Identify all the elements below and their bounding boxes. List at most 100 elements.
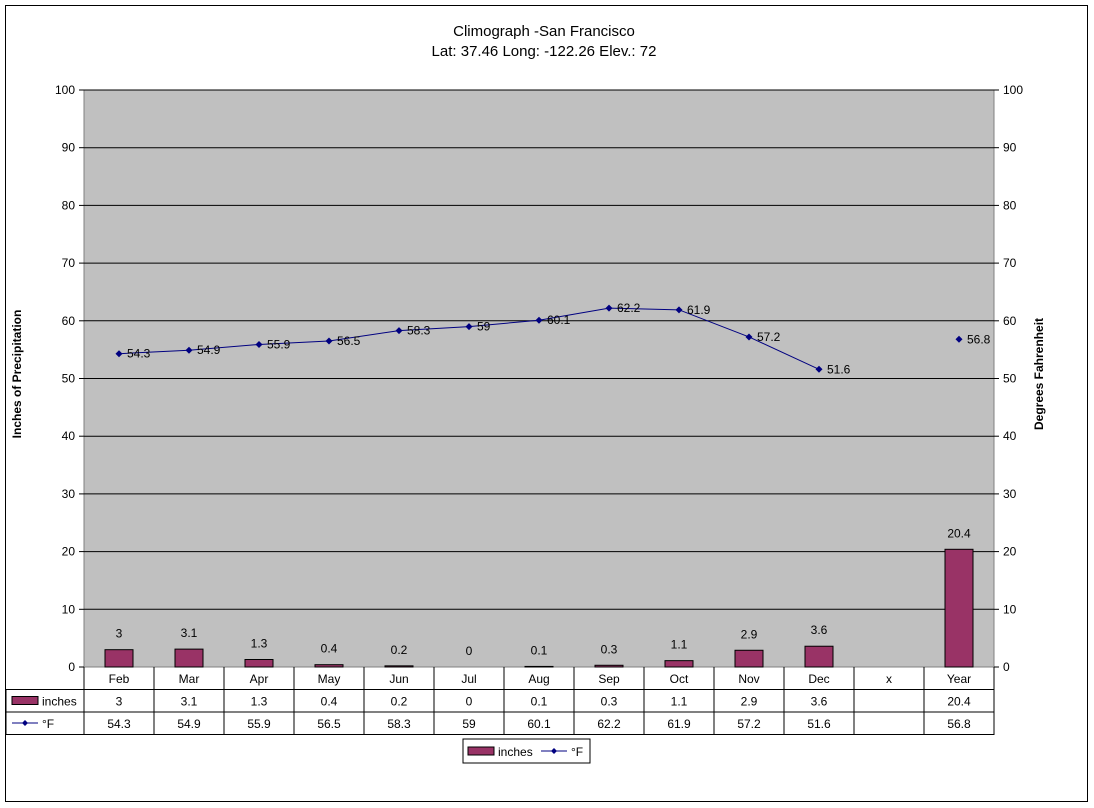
table-cell: 58.3 [387,717,411,731]
category-label: Oct [670,672,689,686]
left-tick-label: 100 [55,83,75,97]
temp-point [605,304,613,312]
precip-bar [524,665,554,668]
category-label: Nov [738,672,759,686]
right-tick-label: 80 [1003,198,1017,212]
category-label: Jun [389,672,408,686]
temp-point [535,316,543,324]
table-cell: 56.8 [947,717,971,731]
table-cell: 0.1 [531,695,548,709]
precip-bar-label: 0.2 [391,643,408,657]
category-label: Year [947,672,971,686]
right-tick-label: 50 [1003,372,1017,386]
precip-bar-label: 0.4 [321,642,338,656]
left-tick-label: 40 [62,429,76,443]
precip-bar-label: 3 [116,627,123,641]
right-axis-ticks: 0 10 20 30 40 50 60 70 80 90 100 [994,83,1023,674]
legend-temp-marker [551,748,557,754]
table-cell: 57.2 [737,717,761,731]
temp-point [815,365,823,373]
precip-bar-label: 0.1 [531,643,548,657]
legend-temp-label: °F [571,745,583,759]
precip-bar [174,648,204,668]
table-row-header: inches [42,695,77,709]
table-cell: 51.6 [807,717,831,731]
precip-bar [314,664,344,668]
precip-bar [944,548,974,668]
precip-bar [244,658,274,668]
precip-bar-label: 1.3 [251,636,268,650]
right-tick-label: 20 [1003,545,1017,559]
temp-point-label: 59 [477,320,491,334]
chart-title: Climograph -San Francisco [453,23,635,40]
table-cell: 54.3 [107,717,131,731]
category-label: Jul [461,672,476,686]
right-tick-label: 0 [1003,660,1010,674]
category-label: Dec [808,672,829,686]
temp-point-label: 55.9 [267,337,291,351]
right-tick-label: 10 [1003,602,1017,616]
left-tick-label: 60 [62,314,76,328]
category-label: May [318,672,341,686]
table-cell: 0 [466,695,473,709]
gridlines [84,89,994,610]
left-tick-label: 10 [62,602,76,616]
legend-inches-label: inches [498,745,533,759]
precip-bar [734,649,764,668]
precipitation-bar-labels: 3 3.1 1.3 0.4 0.2 0 0.1 0.3 1.1 2.9 3.6 20.4 [116,526,971,658]
precip-bar-label: 0 [466,644,473,658]
precip-bar-label: 20.4 [947,526,971,540]
left-tick-label: 30 [62,487,76,501]
table-cell: 56.5 [317,717,341,731]
left-tick-label: 50 [62,372,76,386]
precipitation-bars [104,548,974,668]
table-cell: 62.2 [597,717,621,731]
right-tick-label: 60 [1003,314,1017,328]
table-row-header: °F [42,717,54,731]
category-label: Mar [179,672,200,686]
chart-subtitle: Lat: 37.46 Long: -122.26 Elev.: 72 [432,43,657,60]
legend: inches °F [462,738,591,764]
temp-point [465,323,473,331]
right-tick-label: 30 [1003,487,1017,501]
right-tick-label: 90 [1003,141,1017,155]
table-cell: 54.9 [177,717,201,731]
temp-point [185,346,193,354]
temp-point [325,337,333,345]
temp-point-label: 56.5 [337,334,361,348]
legend-inches-swatch [467,746,495,756]
precip-bar-label: 3.6 [811,623,828,637]
category-label: Apr [250,672,269,686]
temp-point-label: 60.1 [547,313,571,327]
right-axis-label: Degrees Fahrenheit [1032,318,1046,430]
table-cell: 3 [116,695,123,709]
data-table: Feb Mar Apr May Jun Jul Aug Sep Oct Nov Dec x Year in… [5,667,995,735]
precip-bar-label: 3.1 [181,626,198,640]
category-label: Feb [109,672,130,686]
table-inches-swatch [11,696,39,705]
temp-point [115,350,123,358]
right-tick-label: 100 [1003,83,1023,97]
table-cell: 1.1 [671,695,688,709]
precip-bar [804,645,834,668]
temp-point-label: 57.2 [757,330,781,344]
table-cell: 59 [462,717,476,731]
table-cell: 3.1 [181,695,198,709]
left-axis-ticks: 0 10 20 30 40 50 60 70 80 90 100 [55,83,84,674]
temp-point-label: 54.3 [127,347,151,361]
left-tick-label: 0 [68,660,75,674]
temp-point-label: 56.8 [967,332,991,346]
table-cell: 0.4 [321,695,338,709]
temp-point-label: 61.9 [687,303,711,317]
chart-frame: Climograph -San Francisco Lat: 37.46 Lon… [5,5,1088,802]
table-cell: 0.2 [391,695,408,709]
left-tick-label: 90 [62,141,76,155]
temp-point [255,340,263,348]
temp-point-label: 51.6 [827,362,851,376]
precip-bar [664,660,694,668]
table-temp-marker [22,720,28,726]
legend-box [462,738,591,764]
left-axis-label: Inches of Precipitation [10,310,24,439]
table-cell: 60.1 [527,717,551,731]
precip-bar [104,649,134,668]
